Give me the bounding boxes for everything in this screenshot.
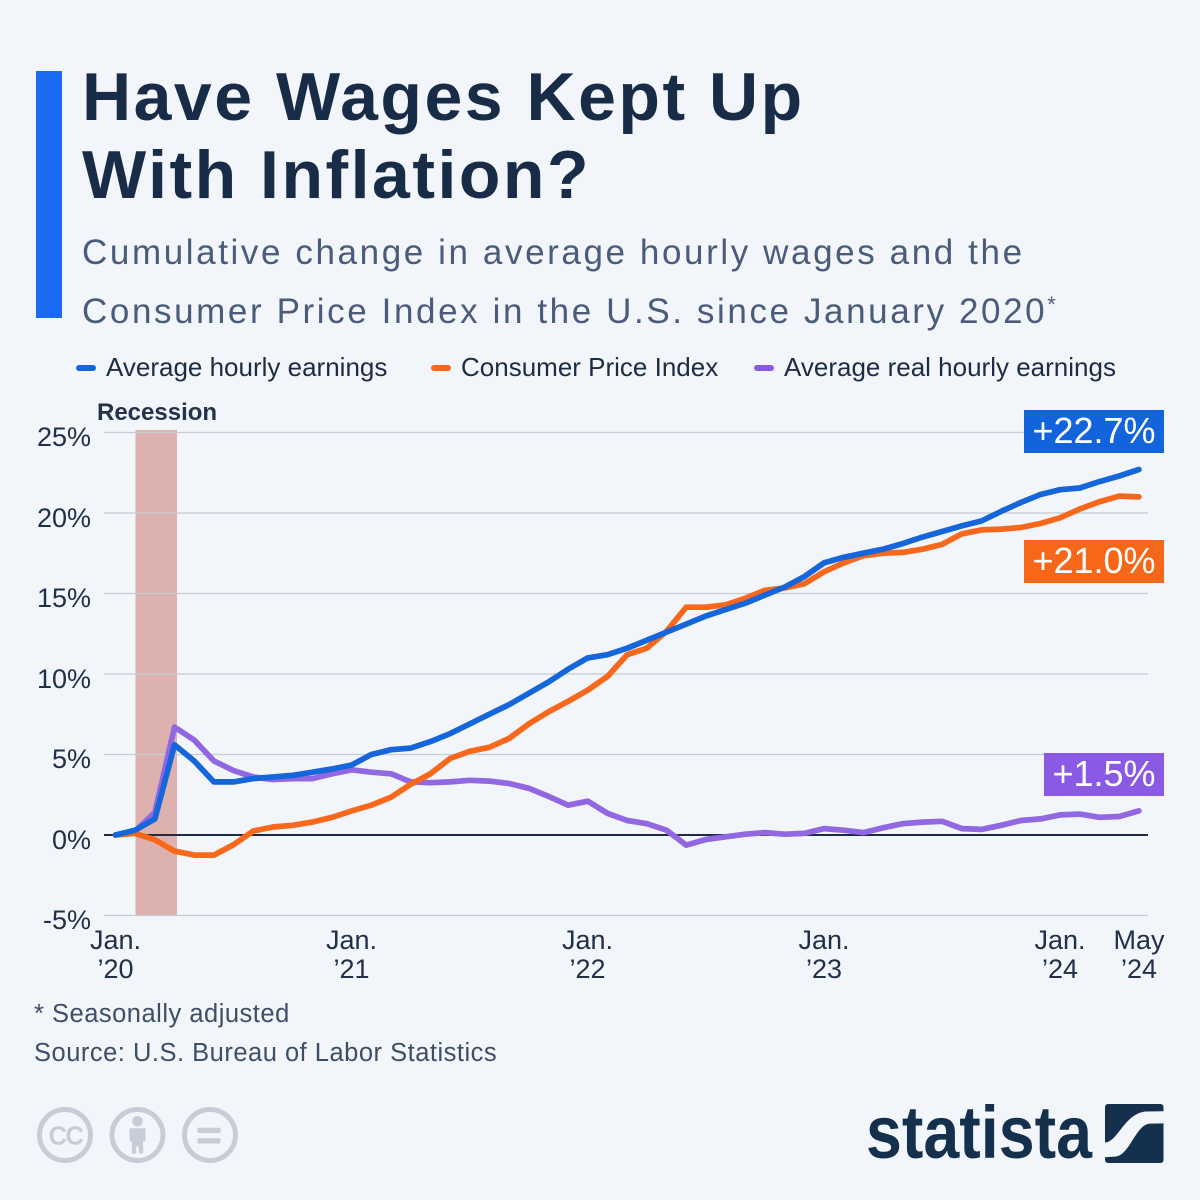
svg-text:CC: CC xyxy=(49,1123,84,1151)
svg-text:+22.7%: +22.7% xyxy=(1032,410,1155,451)
svg-text:+21.0%: +21.0% xyxy=(1032,540,1155,581)
svg-text:+1.5%: +1.5% xyxy=(1052,753,1155,794)
svg-text:statista: statista xyxy=(866,1091,1093,1174)
